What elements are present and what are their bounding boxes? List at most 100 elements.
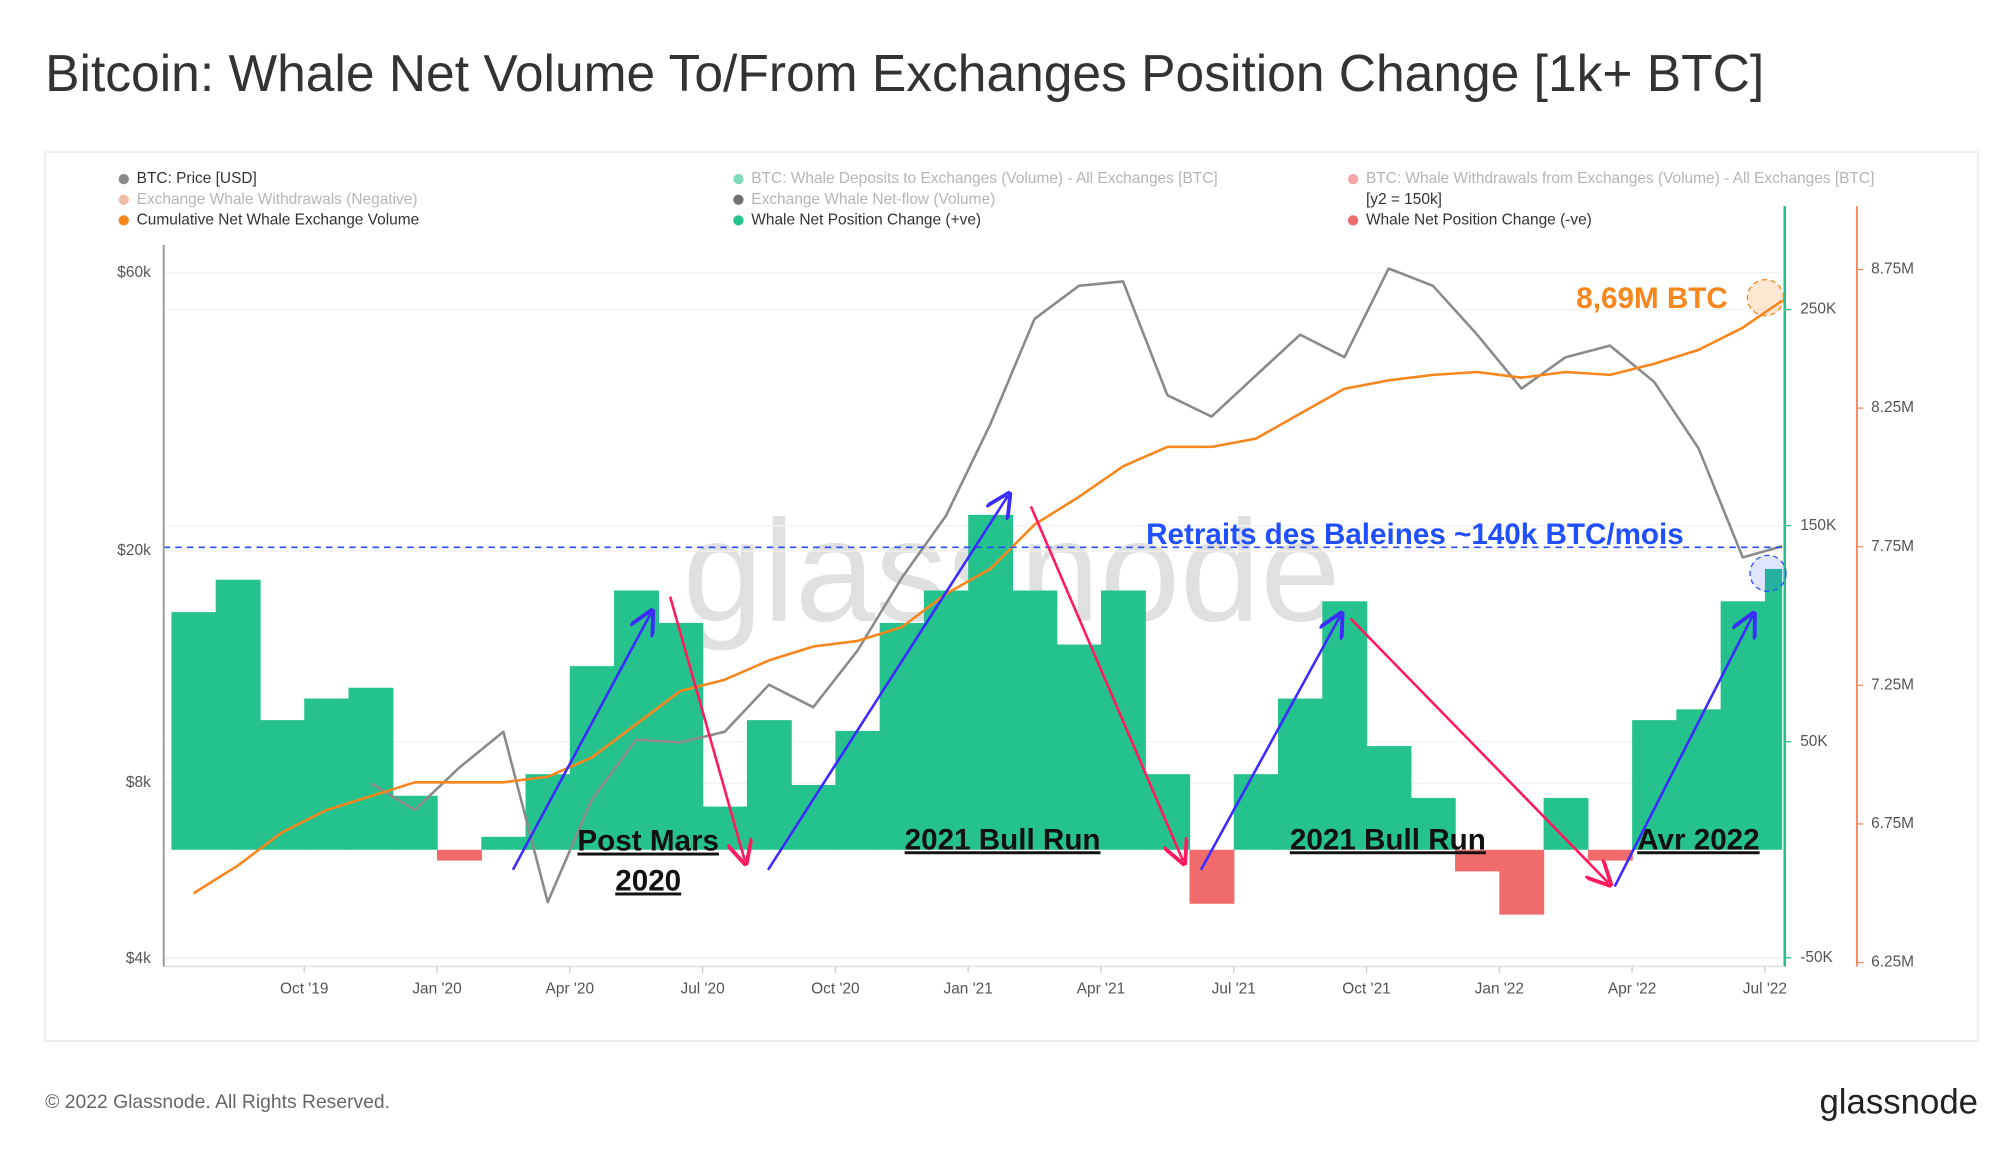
arrow [1029,505,1183,860]
footer: © 2022 Glassnode. All Rights Reserved. [45,1092,390,1113]
bar [1056,644,1102,850]
legend-marker [118,173,129,185]
annotation: 2021 Bull Run [1290,823,1486,856]
legend-marker [118,215,129,226]
annotation: Retraits des Baleines ~140k BTC/mois [1146,518,1684,551]
arrow [1349,617,1608,883]
bar [1676,709,1722,850]
x-tick-label: Jan '20 [412,981,461,998]
y2-tick-label: -50K [1800,949,1833,966]
y3-tick-label: 6.25M [1871,954,1914,971]
highlight-circle [1746,278,1785,317]
bar [1410,797,1456,850]
y2-tick-label: 250K [1800,301,1837,318]
bars [171,514,1783,915]
brand-logo: glassnode [1819,1084,1978,1122]
legend-label: BTC: Whale Withdrawals from Exchanges (V… [1366,170,1874,187]
bar [304,698,350,850]
legend-label: BTC: Whale Deposits to Exchanges (Volume… [751,170,1217,187]
legend: BTC: Price [USD] BTC: Whale Deposits to E… [118,170,1874,228]
x-tick-label: Jul '20 [680,981,724,998]
arrow [766,496,1008,871]
x-tick-label: Jan '22 [1475,981,1524,998]
bar [968,514,1014,850]
bar [791,784,837,850]
bar [1764,568,1783,850]
legend-label: Exchange Whale Net-flow (Volume) [751,191,995,208]
bar [348,687,394,850]
bar [392,795,438,850]
bar [525,774,571,850]
series-line [192,299,1783,895]
y3-tick-label: 6.75M [1871,815,1914,832]
legend-marker [733,173,744,185]
arrow [1613,616,1753,888]
arrow [1199,616,1340,871]
x-tick-label: Apr '21 [1077,981,1125,998]
arrow [511,613,651,871]
y2-tick-label: 150K [1800,517,1837,534]
bar [1366,746,1412,850]
y2-tick-label: 50K [1800,733,1828,750]
y3-tick-label: 8.25M [1871,399,1914,416]
y-tick-label: $60k [117,264,151,281]
y-tick-label: $20k [117,542,151,559]
x-tick-label: Jan '21 [943,981,992,998]
bar [1233,774,1279,850]
y-tick-label: $8k [126,774,151,791]
y3-tick-label: 7.25M [1871,676,1914,693]
legend-marker [1347,173,1359,185]
bar [481,836,527,850]
bar [437,849,482,861]
bar [1720,601,1766,850]
x-tick-label: Jul '21 [1212,981,1256,998]
x-tick-label: Apr '22 [1608,981,1656,998]
chart-title: Bitcoin: Whale Net Volume To/From Exchan… [45,44,1764,102]
bar [746,720,792,850]
bar [215,579,261,850]
x-tick-label: Oct '19 [280,981,328,998]
annotation: 2020 [615,865,681,898]
legend-marker [118,194,129,205]
axes: $4k $8k $20k $60k -50K 50K 150K 250K 6.25M 6.75M 7… [117,206,1914,998]
annotation: Avr 2022 [1637,823,1759,856]
series-line [369,267,1783,904]
lines [163,267,1783,904]
bar [1455,849,1500,872]
bar [1632,720,1678,850]
chart-frame [44,151,1979,1042]
annotation: 2021 Bull Run [905,823,1101,856]
bar [1322,601,1368,850]
bar [1278,698,1323,850]
bar [835,730,881,850]
x-tick-label: Apr '20 [546,981,594,998]
highlight-circle [1749,554,1787,593]
legend-marker [733,194,744,205]
bar [1189,849,1235,904]
legend-marker [733,215,744,226]
legend-label: BTC: Price [USD] [137,170,257,187]
legend-marker [1347,215,1359,226]
y-tick-label: $4k [126,950,151,967]
arrow [668,596,745,861]
bar [614,590,659,850]
legend-note: [y2 = 150k] [1366,191,1442,208]
bar [658,622,704,850]
legend-label: Whale Net Position Change (-ve) [1366,211,1592,228]
legend-label: Cumulative Net Whale Exchange Volume [137,211,420,228]
bar [1012,590,1058,850]
legend-label: Exchange Whale Withdrawals (Negative) [137,191,418,208]
y3-tick-label: 8.75M [1871,261,1914,278]
bar [171,612,217,850]
bar [879,622,925,850]
x-tick-label: Jul '22 [1743,981,1787,998]
x-tick-label: Oct '21 [1342,981,1390,998]
bar [259,720,305,850]
annotation: 8,69M BTC [1576,282,1727,315]
x-tick-label: Oct '20 [811,981,859,998]
annotation: Post Mars [577,825,719,858]
legend-label: Whale Net Position Change (+ve) [751,211,981,228]
bar [923,590,969,850]
bar [1499,849,1545,915]
